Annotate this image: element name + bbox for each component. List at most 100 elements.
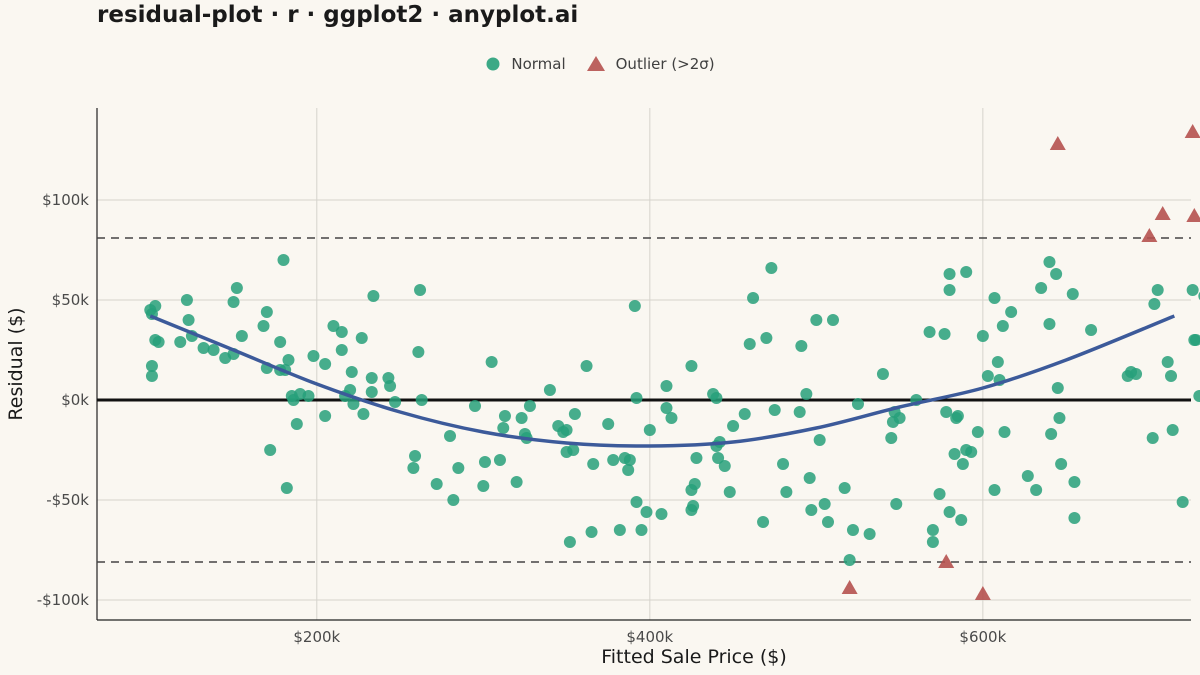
data-point: [498, 410, 511, 422]
data-point: [1161, 356, 1174, 368]
data-point: [622, 464, 635, 476]
data-point: [415, 394, 428, 406]
data-point: [630, 496, 643, 508]
data-point: [274, 336, 287, 348]
data-point: [180, 294, 193, 306]
data-point: [971, 426, 984, 438]
data-point: [951, 410, 964, 422]
y-tick-label: $100k: [42, 191, 89, 209]
data-point: [768, 404, 781, 416]
data-point: [1051, 382, 1064, 394]
data-point: [478, 456, 491, 468]
data-point: [585, 526, 598, 538]
data-point: [302, 390, 315, 402]
outlier-point: [938, 554, 955, 568]
data-point: [347, 398, 360, 410]
normal-points: [144, 254, 1200, 566]
data-point: [940, 406, 953, 418]
data-point: [497, 422, 510, 434]
data-point: [943, 506, 956, 518]
outlier-point: [1049, 136, 1066, 150]
data-point: [1085, 324, 1098, 336]
data-point: [976, 330, 989, 342]
data-point: [1189, 334, 1200, 346]
data-point: [712, 452, 725, 464]
data-point: [956, 458, 969, 470]
data-point: [389, 396, 402, 408]
data-point: [510, 476, 523, 488]
data-point: [863, 528, 876, 540]
data-point: [685, 360, 698, 372]
data-point: [409, 450, 422, 462]
data-point: [1148, 298, 1161, 310]
data-point: [355, 332, 368, 344]
data-point: [567, 444, 580, 456]
data-point: [602, 418, 615, 430]
data-point: [1043, 318, 1056, 330]
data-point: [628, 300, 641, 312]
data-point: [412, 346, 425, 358]
data-point: [965, 446, 978, 458]
outlier-point: [1141, 228, 1158, 242]
data-point: [1165, 370, 1178, 382]
data-point: [846, 524, 859, 536]
legend-label-outlier: Outlier (>2σ): [615, 55, 715, 73]
data-point: [665, 412, 678, 424]
data-point: [660, 402, 673, 414]
y-tick-label: -$50k: [46, 491, 89, 509]
data-point: [1055, 458, 1068, 470]
data-point: [1021, 470, 1034, 482]
data-point: [580, 360, 593, 372]
data-point: [688, 478, 701, 490]
data-point: [523, 400, 536, 412]
data-point: [988, 292, 1001, 304]
legend: Normal Outlier (>2σ): [0, 55, 1200, 73]
data-point: [468, 400, 481, 412]
data-point: [718, 460, 731, 472]
data-point: [998, 426, 1011, 438]
data-point: [780, 486, 793, 498]
data-point: [760, 332, 773, 344]
data-point: [414, 284, 427, 296]
data-point: [174, 336, 187, 348]
data-point: [660, 380, 673, 392]
data-point: [803, 472, 816, 484]
data-point: [344, 384, 357, 396]
data-point: [1146, 432, 1159, 444]
data-point: [282, 354, 295, 366]
data-point: [926, 536, 939, 548]
data-point: [197, 342, 210, 354]
legend-item-outlier: Outlier (>2σ): [586, 55, 715, 73]
data-point: [635, 524, 648, 536]
data-point: [687, 500, 700, 512]
data-point: [1176, 496, 1189, 508]
data-point: [367, 290, 380, 302]
data-point: [365, 386, 378, 398]
data-point: [738, 408, 751, 420]
data-point: [777, 458, 790, 470]
data-point: [145, 370, 158, 382]
triangle-icon: [586, 56, 605, 71]
data-point: [152, 336, 165, 348]
data-point: [943, 268, 956, 280]
data-point: [926, 524, 939, 536]
data-point: [485, 356, 498, 368]
y-tick-label: $50k: [52, 291, 90, 309]
data-point: [515, 412, 528, 424]
data-point: [1053, 412, 1066, 424]
grid-lines: [97, 108, 1191, 620]
x-tick-label: $600k: [959, 628, 1006, 646]
data-point: [384, 380, 397, 392]
data-point: [307, 350, 320, 362]
data-point: [407, 462, 420, 474]
data-point: [948, 448, 961, 460]
data-point: [723, 486, 736, 498]
data-point: [943, 284, 956, 296]
data-point: [1130, 368, 1143, 380]
data-point: [1045, 428, 1058, 440]
data-point: [1166, 424, 1179, 436]
data-point: [743, 338, 756, 350]
data-point: [710, 392, 723, 404]
data-point: [235, 330, 248, 342]
data-point: [690, 452, 703, 464]
